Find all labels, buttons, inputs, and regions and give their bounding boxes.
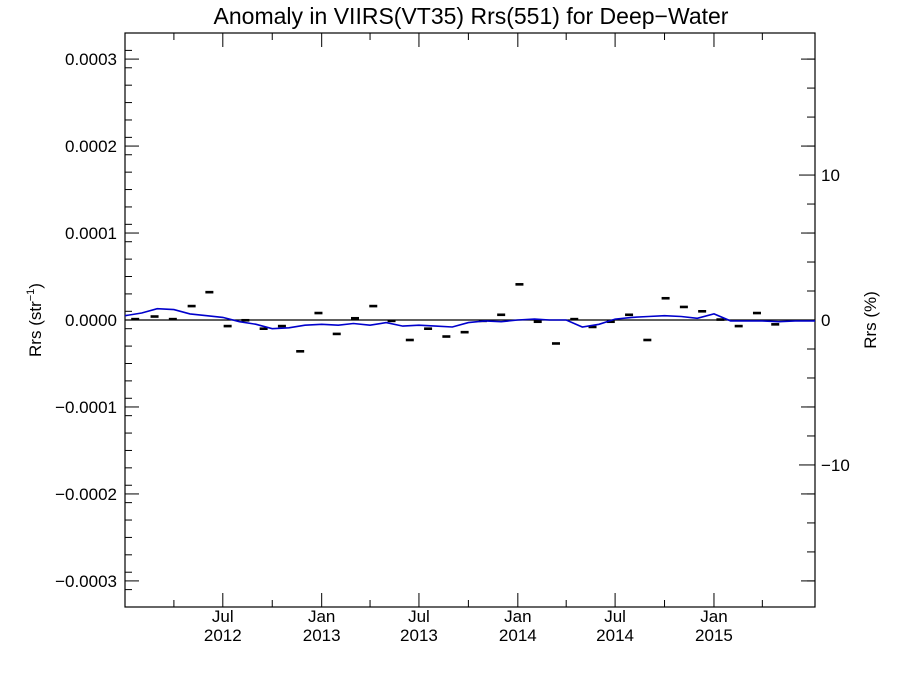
anomaly-data-point [606, 320, 615, 324]
y-axis-left-label-main: Rrs (str [26, 301, 45, 357]
y-axis-left-label: Rrs (str−1) [25, 283, 45, 357]
anomaly-data-point [332, 332, 341, 336]
x-tick-month-label: Jul [212, 607, 234, 626]
series-layer [124, 283, 815, 353]
anomaly-data-point [734, 324, 743, 328]
anomaly-data-point [643, 338, 652, 342]
y-axis-left-label-close: ) [26, 283, 45, 289]
anomaly-data-point [625, 313, 634, 317]
x-axis: Jul2012Jan2013Jul2013Jan2014Jul2014Jan20… [173, 33, 763, 645]
anomaly-data-point [405, 338, 414, 342]
x-tick-month-label: Jan [308, 607, 335, 626]
anomaly-data-point [351, 316, 359, 320]
y-right-tick-label: 0 [821, 311, 830, 330]
y-axis-right-label: Rrs (%) [861, 291, 880, 349]
y-axis-right: 10 0 −10 [799, 58, 850, 582]
anomaly-data-point [205, 290, 214, 294]
x-tick-year-label: 2014 [596, 626, 634, 645]
y-left-tick-label: −0.0003 [55, 572, 117, 591]
x-tick-month-label: Jul [408, 607, 430, 626]
y-left-tick-label: 0.0001 [65, 224, 117, 243]
y-right-tick-label: −10 [821, 456, 850, 475]
anomaly-data-point [187, 304, 196, 308]
anomaly-data-point [515, 283, 524, 286]
x-tick-year-label: 2012 [204, 626, 242, 645]
x-tick-year-label: 2013 [303, 626, 341, 645]
y-axis-left-label-sup: −1 [25, 289, 37, 302]
anomaly-trend-line [124, 307, 815, 330]
anomaly-data-point [150, 315, 159, 318]
anomaly-data-point [387, 319, 396, 323]
anomaly-data-point [223, 324, 232, 328]
anomaly-data-point [369, 304, 378, 308]
anomaly-data-point [296, 350, 305, 353]
anomaly-data-point [314, 311, 323, 315]
anomaly-data-point [698, 310, 707, 313]
x-tick-month-label: Jul [604, 607, 626, 626]
anomaly-data-point [168, 317, 177, 321]
anomaly-data-point [241, 318, 250, 322]
anomaly-data-point [442, 335, 451, 338]
anomaly-data-point [679, 305, 688, 309]
anomaly-data-point [497, 313, 506, 317]
x-tick-year-label: 2014 [499, 626, 537, 645]
anomaly-data-point [277, 324, 286, 328]
x-tick-year-label: 2015 [695, 626, 733, 645]
y-left-tick-label: 0.0002 [65, 137, 117, 156]
anomaly-data-point [752, 311, 761, 315]
y-left-tick-label: 0.0000 [65, 311, 117, 330]
anomaly-data-point [661, 296, 670, 300]
anomaly-data-point [716, 318, 725, 321]
anomaly-data-point [551, 342, 560, 345]
anomaly-data-point [460, 330, 469, 334]
y-right-tick-label: 10 [821, 166, 840, 185]
x-tick-month-label: Jan [700, 607, 727, 626]
chart-title: Anomaly in VIIRS(VT35) Rrs(551) for Deep… [214, 3, 729, 29]
anomaly-data-point [131, 317, 140, 321]
y-left-tick-label: −0.0002 [55, 485, 117, 504]
anomaly-data-point [533, 320, 542, 324]
anomaly-data-point [588, 325, 597, 329]
y-left-tick-label: −0.0001 [55, 398, 117, 417]
anomaly-data-point [424, 327, 433, 330]
anomaly-data-point [259, 327, 268, 330]
anomaly-data-point [570, 317, 579, 321]
anomaly-data-point [771, 323, 780, 326]
y-left-tick-label: 0.0003 [65, 50, 117, 69]
x-tick-year-label: 2013 [400, 626, 438, 645]
x-tick-month-label: Jan [504, 607, 531, 626]
